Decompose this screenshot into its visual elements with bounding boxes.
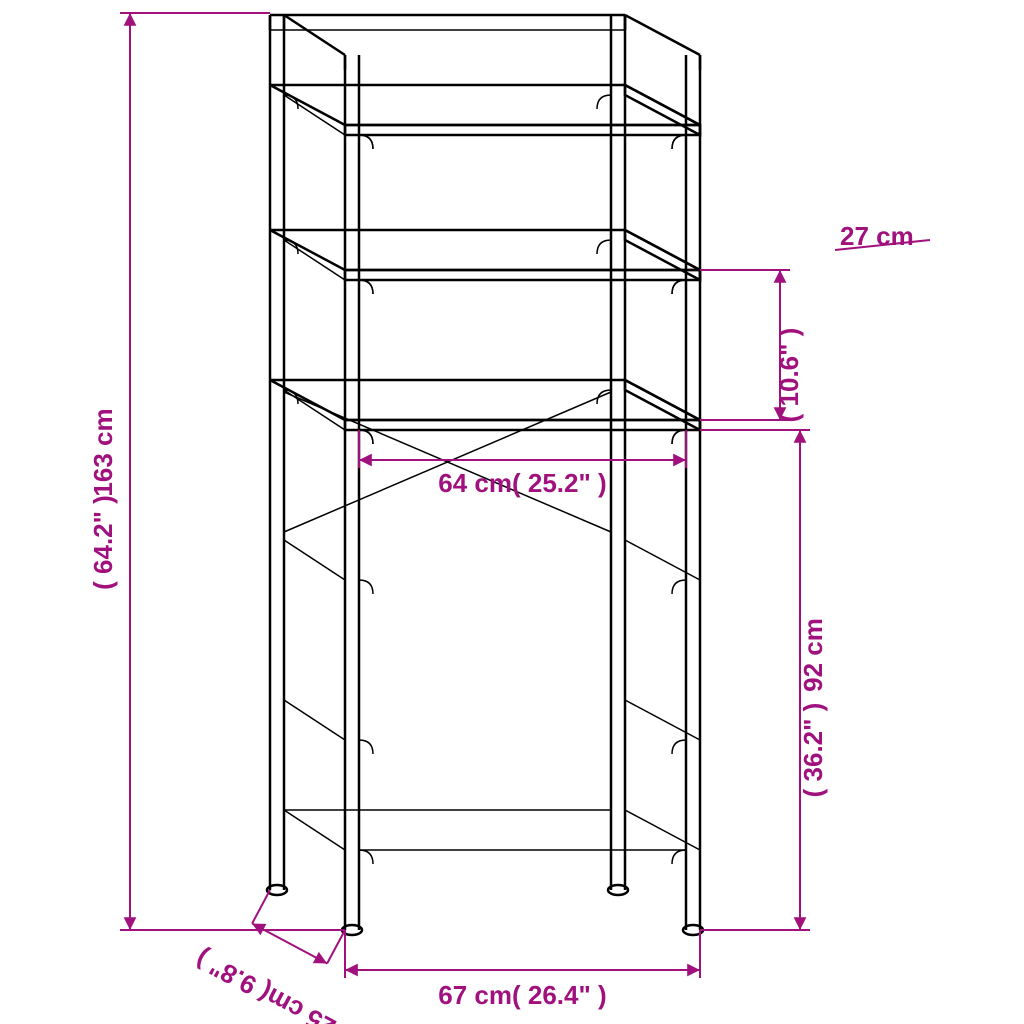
svg-text:163 cm: 163 cm (88, 408, 118, 496)
dimension-annotations: 163 cm( 64.2" )27 cm( 10.6" )92 cm( 36.2… (88, 13, 930, 1024)
svg-text:67 cm( 26.4" ): 67 cm( 26.4" ) (438, 980, 606, 1010)
svg-text:( 10.6" ): ( 10.6" ) (774, 328, 804, 423)
svg-text:25 cm( 9.8" ): 25 cm( 9.8" ) (190, 944, 340, 1024)
svg-text:( 64.2" ): ( 64.2" ) (88, 495, 118, 590)
svg-text:92 cm: 92 cm (798, 618, 828, 692)
svg-text:( 36.2" ): ( 36.2" ) (798, 703, 828, 798)
svg-text:64 cm( 25.2" ): 64 cm( 25.2" ) (438, 468, 606, 498)
